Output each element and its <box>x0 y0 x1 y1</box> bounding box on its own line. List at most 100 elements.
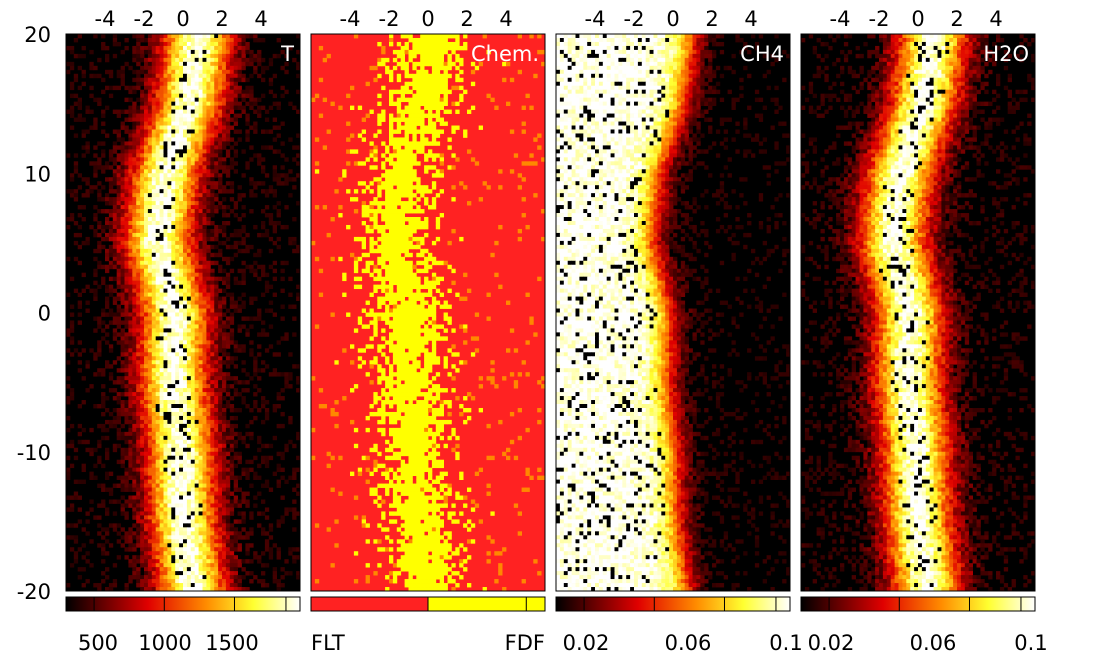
heatmap-cell <box>105 284 110 290</box>
heatmap-cell <box>97 197 102 202</box>
heatmap-cell <box>128 149 133 154</box>
heatmap-cell <box>229 551 235 556</box>
heatmap-cell <box>175 547 180 552</box>
heatmap-cell <box>120 348 125 353</box>
heatmap-cell <box>222 491 227 496</box>
heatmap-cell <box>194 201 199 206</box>
heatmap-cell <box>186 348 192 353</box>
heatmap-cell <box>171 173 176 178</box>
heatmap-cell <box>155 312 160 317</box>
heatmap-cell <box>89 161 94 166</box>
heatmap-cell <box>132 499 137 504</box>
heatmap-cell <box>132 360 137 365</box>
heatmap-cell <box>206 185 211 190</box>
heatmap-cell <box>136 407 141 413</box>
heatmap-cell <box>222 579 227 584</box>
heatmap-cell <box>198 376 203 381</box>
heatmap-cell <box>112 177 118 182</box>
heatmap-cell <box>257 388 262 393</box>
heatmap-cell <box>171 89 176 95</box>
heatmap-cell <box>222 447 227 453</box>
heatmap-cell <box>186 236 192 242</box>
heatmap-cell <box>186 129 192 134</box>
heatmap-cell <box>163 141 168 146</box>
heatmap-cell <box>214 499 219 504</box>
heatmap-cell <box>233 487 238 492</box>
heatmap-cell <box>171 467 176 473</box>
heatmap-cell <box>140 435 145 441</box>
heatmap-cell <box>124 515 129 520</box>
heatmap-cell <box>268 547 274 552</box>
heatmap-cell <box>190 185 196 190</box>
heatmap-cell <box>132 264 137 270</box>
heatmap-cell <box>128 415 133 421</box>
heatmap-cell <box>233 121 238 126</box>
heatmap-cell <box>128 547 133 552</box>
heatmap-cell <box>198 511 203 516</box>
heatmap-cell <box>151 336 157 341</box>
heatmap-cell <box>89 49 94 55</box>
heatmap-cell <box>186 523 192 528</box>
heatmap-cell <box>155 93 160 99</box>
heatmap-cell <box>151 531 157 536</box>
heatmap-cell <box>101 527 106 532</box>
heatmap-cell <box>186 57 192 63</box>
heatmap-cell <box>214 316 219 321</box>
heatmap-cell <box>73 197 79 202</box>
heatmap-cell <box>218 372 223 377</box>
heatmap-cell <box>69 336 75 341</box>
heatmap-cell <box>218 376 223 381</box>
heatmap-cell <box>179 133 184 138</box>
heatmap-cell <box>229 575 235 580</box>
heatmap-cell <box>179 125 184 130</box>
heatmap-cell <box>155 547 160 552</box>
heatmap-cell <box>140 109 145 114</box>
heatmap-cell <box>81 427 86 433</box>
heatmap-cell <box>159 419 164 425</box>
heatmap-cell <box>206 153 211 158</box>
heatmap-cell <box>179 543 184 548</box>
heatmap-cell <box>101 89 106 95</box>
heatmap-cell <box>144 543 149 548</box>
heatmap-cell <box>140 320 145 325</box>
heatmap-cell <box>229 559 235 564</box>
heatmap-cell <box>268 523 274 528</box>
heatmap-cell <box>171 427 176 433</box>
heatmap-cell <box>183 332 188 337</box>
heatmap-cell <box>69 217 75 222</box>
heatmap-cell <box>69 109 75 114</box>
heatmap-cell <box>112 260 118 266</box>
heatmap-cell <box>296 555 300 560</box>
heatmap-cell <box>120 328 125 333</box>
heatmap-cell <box>214 129 219 134</box>
heatmap-cell <box>218 161 223 166</box>
heatmap-cell <box>159 435 164 441</box>
heatmap-cell <box>175 567 180 572</box>
heatmap-cell <box>194 85 199 91</box>
heatmap-cell <box>214 45 219 51</box>
heatmap-cell <box>194 272 199 278</box>
heatmap-cell <box>186 201 192 206</box>
heatmap-cell <box>190 125 196 130</box>
heatmap-cell <box>183 427 188 433</box>
heatmap-cell <box>202 527 207 532</box>
heatmap-cell <box>136 236 141 242</box>
heatmap-cell <box>120 332 125 337</box>
heatmap-cell <box>218 423 223 429</box>
heatmap-cell <box>183 563 188 568</box>
heatmap-cell <box>85 145 90 150</box>
heatmap-cell <box>136 97 141 103</box>
heatmap-cell <box>132 495 137 500</box>
heatmap-cell <box>159 213 164 218</box>
heatmap-cell <box>128 89 133 95</box>
heatmap-cell <box>202 352 207 357</box>
heatmap-cell <box>276 479 281 484</box>
heatmap-cell <box>225 487 231 492</box>
heatmap-cell <box>183 336 188 341</box>
heatmap-cell <box>198 252 203 258</box>
heatmap-cell <box>116 523 121 528</box>
heatmap-cell <box>116 459 121 465</box>
heatmap-cell <box>194 141 199 146</box>
heatmap-cell <box>225 519 231 524</box>
heatmap-cell <box>163 73 168 79</box>
